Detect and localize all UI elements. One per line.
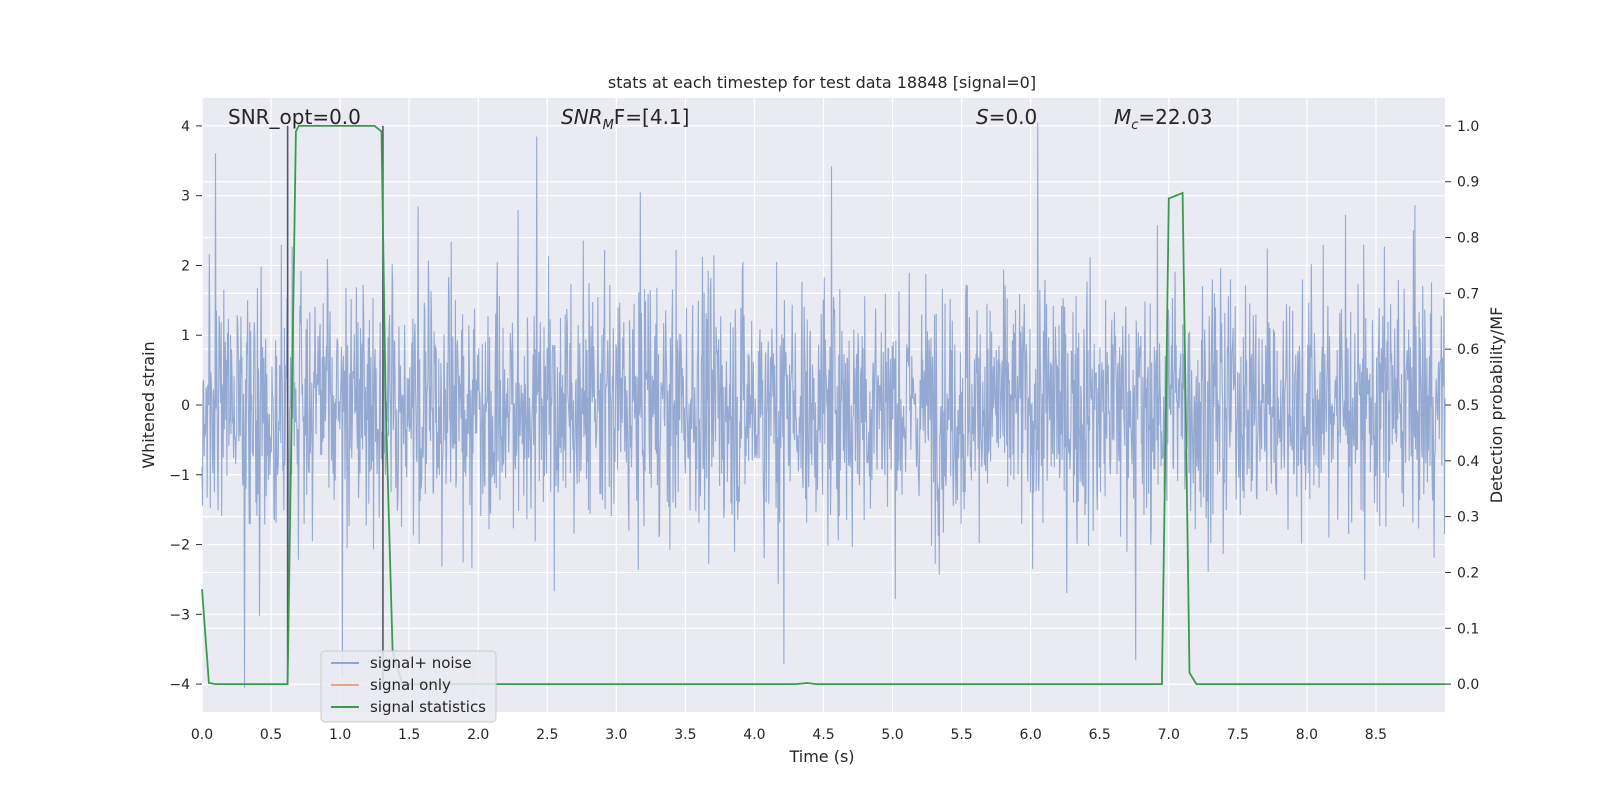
x-tick-label: 5.0 xyxy=(881,727,903,743)
y-tick-label-left: 2 xyxy=(181,258,190,274)
y-tick-label-right: 0.6 xyxy=(1457,342,1479,358)
y-tick-label-right: 1.0 xyxy=(1457,119,1479,135)
x-tick-label: 4.5 xyxy=(812,727,834,743)
annotation-snr-opt: SNR_opt=0.0 xyxy=(228,105,361,129)
x-tick-label: 3.0 xyxy=(605,727,627,743)
y-tick-label-left: −4 xyxy=(169,677,190,693)
annotation-s-symbol: S xyxy=(976,105,989,129)
x-tick-label: 1.0 xyxy=(329,727,351,743)
x-tick-label: 6.0 xyxy=(1020,727,1042,743)
annotation-snr-mf: SNRMF=[4.1] xyxy=(561,105,689,133)
y-tick-label-left: 0 xyxy=(181,398,190,414)
noise-series-layer xyxy=(201,122,1446,688)
x-tick-label: 8.0 xyxy=(1296,727,1318,743)
y-tick-label-left: −2 xyxy=(169,538,190,554)
annotation-mc-value: =22.03 xyxy=(1138,105,1212,129)
y-tick-label-left: −3 xyxy=(169,607,190,623)
y-axis-right-label: Detection probability/MF xyxy=(1487,307,1506,504)
annotation-s-value: =0.0 xyxy=(989,105,1038,129)
annotation-snr-mf-value: F=[4.1] xyxy=(614,105,690,129)
y-tick-label-right: 0.3 xyxy=(1457,510,1479,526)
annotation-snr-mf-subscript: M xyxy=(603,118,614,133)
x-tick-label: 0.0 xyxy=(191,727,213,743)
x-tick-label: 7.0 xyxy=(1158,727,1180,743)
y-axis-left-label: Whitened strain xyxy=(139,341,158,468)
chart-title: stats at each timestep for test data 188… xyxy=(608,73,1036,92)
x-tick-label: 4.0 xyxy=(743,727,765,743)
x-axis-ticks: 0.0 0.5 1.0 1.5 2.0 2.5 3.0 3.5 4.0 4.5 5.0 5.5 6.0 6… xyxy=(191,727,1387,743)
y-tick-label-right: 0.1 xyxy=(1457,621,1479,637)
y-tick-label-right: 0.8 xyxy=(1457,231,1479,247)
x-tick-label: 8.5 xyxy=(1365,727,1387,743)
x-tick-label: 6.5 xyxy=(1089,727,1111,743)
annotation-snr-mf-symbol: SNR xyxy=(561,105,603,129)
x-tick-label: 3.5 xyxy=(674,727,696,743)
y-tick-label-left: 1 xyxy=(181,328,190,344)
noise-series-line xyxy=(201,122,1446,688)
y-tick-label-right: 0.9 xyxy=(1457,175,1479,191)
y-tick-label-right: 0.0 xyxy=(1457,677,1479,693)
x-axis-label: Time (s) xyxy=(788,747,854,766)
y-tick-label-right: 0.5 xyxy=(1457,398,1479,414)
x-tick-label: 5.5 xyxy=(950,727,972,743)
x-tick-label: 0.5 xyxy=(260,727,282,743)
legend-box xyxy=(320,650,497,723)
annotation-mc-symbol: M xyxy=(1114,105,1131,129)
legend-label-stats: signal statistics xyxy=(370,698,486,716)
annotation-s: S=0.0 xyxy=(976,105,1037,129)
y-axis-left-ticks: −4 −3 −2 −1 0 1 2 3 4 xyxy=(169,119,202,693)
y-tick-label-right: 0.7 xyxy=(1457,286,1479,302)
x-tick-label: 1.5 xyxy=(398,727,420,743)
annotation-mc: Mc=22.03 xyxy=(1114,105,1212,133)
y-axis-right-ticks: 0.0 0.1 0.2 0.3 0.4 0.5 0.6 0.7 0.8 0.9 1.0 xyxy=(1445,119,1479,693)
x-tick-label: 2.0 xyxy=(467,727,489,743)
y-tick-label-right: 0.4 xyxy=(1457,454,1479,470)
legend-label-noise: signal+ noise xyxy=(370,654,472,672)
annotation-mc-subscript: c xyxy=(1131,118,1138,133)
legend-label-signal: signal only xyxy=(370,676,451,694)
y-tick-label-right: 0.2 xyxy=(1457,565,1479,581)
y-tick-label-left: 3 xyxy=(181,189,190,205)
x-tick-label: 2.5 xyxy=(536,727,558,743)
x-tick-label: 7.5 xyxy=(1227,727,1249,743)
y-tick-label-left: −1 xyxy=(169,468,190,484)
legend: signal+ noise signal only signal statist… xyxy=(320,650,497,723)
y-tick-label-left: 4 xyxy=(181,119,190,135)
